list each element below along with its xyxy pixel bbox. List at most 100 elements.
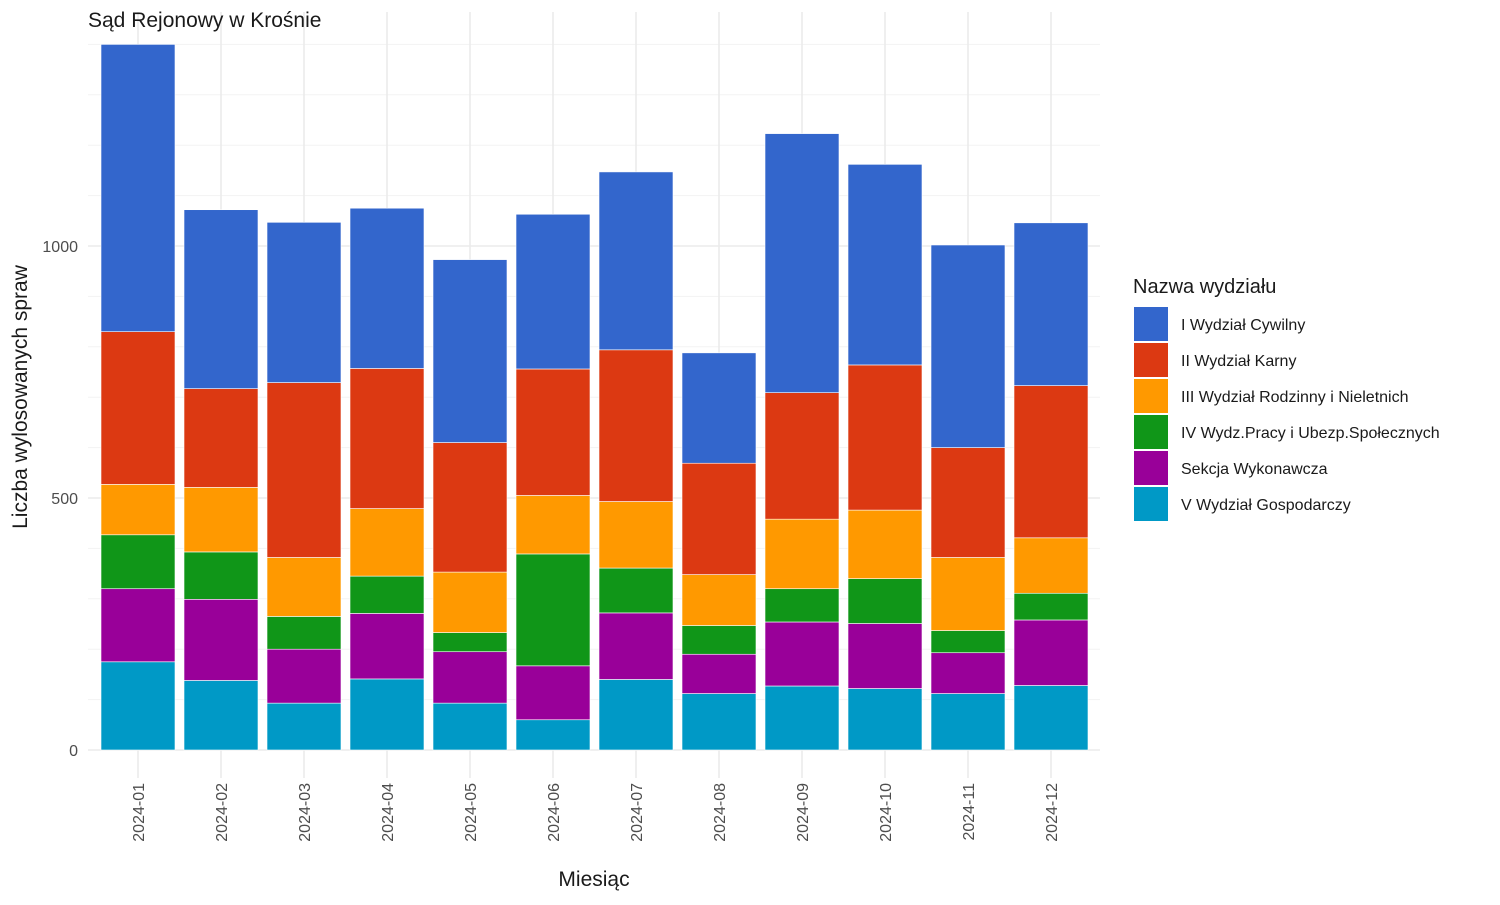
- bar-segment: [930, 447, 1006, 558]
- bar-segment: [681, 693, 757, 751]
- x-tick-label: 2024-06: [546, 783, 563, 842]
- bar-segment: [598, 567, 674, 614]
- bar-segment: [349, 508, 425, 577]
- bar-segment: [847, 688, 923, 751]
- bar-segment: [266, 382, 342, 558]
- x-axis-label: Miesiąc: [558, 868, 629, 891]
- bar-segment: [183, 551, 259, 600]
- legend-swatch: [1134, 451, 1168, 485]
- legend-title: Nazwa wydziału: [1133, 276, 1276, 298]
- bar-segment: [598, 349, 674, 502]
- bar-segment: [349, 207, 425, 369]
- bar-segment: [432, 702, 508, 751]
- x-tick-label: 2024-05: [463, 783, 480, 842]
- legend-label: I Wydział Cywilny: [1181, 317, 1305, 334]
- bar-segment: [515, 665, 591, 721]
- bars: [100, 44, 1089, 751]
- bar-segment: [681, 574, 757, 626]
- bar-segment: [847, 578, 923, 624]
- legend-label: IV Wydz.Pracy i Ubezp.Społecznych: [1181, 425, 1440, 442]
- y-tick-label: 1000: [42, 239, 78, 256]
- legend-swatch: [1134, 379, 1168, 413]
- bar-segment: [847, 164, 923, 366]
- bar-segment: [1013, 222, 1089, 386]
- bar-segment: [598, 501, 674, 569]
- bar-segment: [764, 621, 840, 687]
- bar-segment: [183, 487, 259, 553]
- bar-segment: [349, 575, 425, 614]
- bar-segment: [1013, 537, 1089, 594]
- bar-segment: [349, 678, 425, 751]
- bar-segment: [100, 44, 176, 332]
- legend-swatch: [1134, 307, 1168, 341]
- bar-segment: [598, 612, 674, 680]
- bar-segment: [266, 648, 342, 704]
- bar-segment: [432, 442, 508, 573]
- bar-segment: [681, 653, 757, 694]
- x-tick-label: 2024-04: [380, 783, 397, 842]
- x-tick-label: 2024-02: [214, 783, 231, 842]
- legend-swatch: [1134, 415, 1168, 449]
- bar-segment: [764, 392, 840, 520]
- bar-segment: [349, 613, 425, 680]
- y-tick-label: 500: [51, 491, 78, 508]
- x-tick-label: 2024-03: [297, 783, 314, 842]
- x-tick-label: 2024-12: [1044, 783, 1061, 842]
- bar-segment: [432, 651, 508, 704]
- legend-swatch: [1134, 343, 1168, 377]
- bar-segment: [432, 571, 508, 633]
- x-tick-label: 2024-11: [961, 783, 978, 841]
- bar-segment: [183, 599, 259, 681]
- bar-segment: [764, 133, 840, 393]
- bar-segment: [1013, 385, 1089, 539]
- bar-segment: [515, 719, 591, 751]
- bar-segment: [266, 702, 342, 751]
- legend-swatch: [1134, 487, 1168, 521]
- bar-segment: [764, 685, 840, 751]
- bar-segment: [515, 553, 591, 667]
- bar-segment: [598, 171, 674, 351]
- bar-segment: [847, 623, 923, 689]
- bar-segment: [266, 616, 342, 650]
- bar-segment: [183, 209, 259, 389]
- bar-segment: [1013, 619, 1089, 686]
- x-tick-label: 2024-01: [131, 783, 148, 842]
- bar-segment: [930, 693, 1006, 751]
- bar-segment: [930, 630, 1006, 654]
- bar-segment: [847, 364, 923, 511]
- legend-label: V Wydział Gospodarczy: [1181, 497, 1351, 514]
- bar-segment: [100, 484, 176, 536]
- bar-segment: [598, 679, 674, 751]
- legend-label: II Wydział Karny: [1181, 353, 1296, 370]
- bar-segment: [515, 213, 591, 370]
- x-tick-label: 2024-08: [712, 783, 729, 842]
- bar-segment: [1013, 685, 1089, 751]
- x-tick-label: 2024-10: [878, 783, 895, 842]
- bar-segment: [100, 534, 176, 590]
- bar-segment: [100, 331, 176, 485]
- bar-segment: [266, 222, 342, 383]
- bar-segment: [681, 625, 757, 655]
- bar-segment: [681, 352, 757, 464]
- y-axis-label: Liczba wylosowanych spraw: [9, 264, 32, 529]
- legend-label: Sekcja Wykonawcza: [1181, 461, 1328, 478]
- bar-segment: [515, 495, 591, 555]
- bar-segment: [681, 462, 757, 575]
- bar-segment: [432, 632, 508, 653]
- bar-segment: [1013, 592, 1089, 621]
- y-axis: 0 500 1000: [42, 239, 78, 760]
- x-axis: 2024-01 2024-02 2024-03 2024-04 2024-05 2024-…: [131, 783, 1061, 842]
- x-tick-label: 2024-09: [795, 783, 812, 842]
- bar-segment: [764, 518, 840, 590]
- bar-segment: [266, 557, 342, 617]
- bar-segment: [764, 588, 840, 623]
- y-tick-label: 0: [69, 743, 78, 760]
- bar-segment: [930, 652, 1006, 694]
- bar-segment: [100, 588, 176, 663]
- bar-segment: [349, 368, 425, 509]
- bar-segment: [930, 557, 1006, 631]
- bar-segment: [183, 680, 259, 751]
- chart-title: Sąd Rejonowy w Krośnie: [88, 9, 321, 32]
